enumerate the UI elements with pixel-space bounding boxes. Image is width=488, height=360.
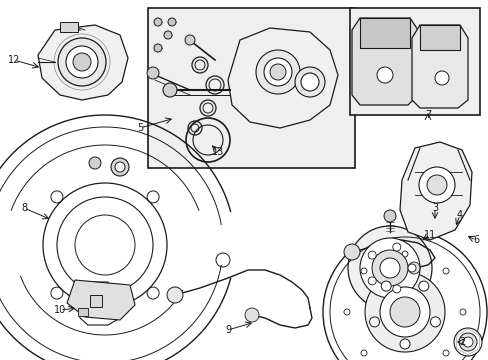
Circle shape (256, 50, 299, 94)
Circle shape (163, 31, 172, 39)
Circle shape (167, 287, 183, 303)
Circle shape (364, 272, 444, 352)
Circle shape (343, 309, 349, 315)
Circle shape (301, 73, 318, 91)
Text: 13: 13 (211, 147, 224, 157)
Text: 2: 2 (458, 337, 464, 347)
Bar (359, 18, 409, 48)
Circle shape (360, 350, 366, 356)
Circle shape (379, 258, 399, 278)
Text: 5: 5 (137, 123, 143, 133)
Circle shape (462, 337, 472, 347)
Circle shape (58, 38, 106, 86)
Circle shape (168, 18, 176, 26)
Circle shape (418, 281, 428, 291)
Circle shape (458, 333, 476, 351)
Text: 11: 11 (423, 230, 435, 240)
Circle shape (399, 339, 409, 349)
Circle shape (163, 83, 177, 97)
Circle shape (418, 167, 454, 203)
Circle shape (379, 287, 429, 337)
Circle shape (383, 210, 395, 222)
Polygon shape (411, 25, 467, 108)
Circle shape (244, 308, 259, 322)
Circle shape (429, 317, 440, 327)
Circle shape (371, 250, 407, 286)
Text: 4: 4 (456, 210, 462, 220)
Text: 12: 12 (8, 55, 20, 65)
Text: 7: 7 (424, 110, 430, 120)
Circle shape (392, 285, 400, 293)
Polygon shape (38, 25, 128, 100)
Text: 3: 3 (431, 203, 437, 213)
Text: 10: 10 (54, 305, 66, 315)
Circle shape (389, 297, 419, 327)
Text: 8: 8 (21, 203, 27, 213)
Circle shape (360, 268, 366, 274)
Circle shape (154, 44, 162, 52)
Circle shape (392, 243, 400, 251)
Polygon shape (78, 282, 120, 325)
Circle shape (323, 230, 486, 360)
Circle shape (367, 251, 375, 259)
Polygon shape (227, 28, 337, 128)
Circle shape (115, 162, 125, 172)
Bar (419, 25, 459, 50)
Circle shape (73, 53, 91, 71)
Circle shape (269, 64, 285, 80)
Circle shape (453, 328, 481, 356)
Bar (349, 8, 479, 115)
Text: 6: 6 (472, 235, 478, 245)
Text: 9: 9 (224, 325, 231, 335)
Circle shape (294, 67, 325, 97)
Circle shape (184, 35, 195, 45)
Circle shape (459, 309, 465, 315)
Polygon shape (67, 280, 135, 320)
Circle shape (442, 350, 448, 356)
Polygon shape (399, 142, 471, 240)
Circle shape (369, 317, 379, 327)
Circle shape (66, 46, 98, 78)
Circle shape (426, 175, 446, 195)
Circle shape (367, 277, 375, 285)
Circle shape (407, 264, 415, 272)
Circle shape (376, 67, 392, 83)
Polygon shape (351, 18, 417, 105)
Circle shape (434, 71, 448, 85)
Bar (90, 295, 102, 307)
Circle shape (154, 18, 162, 26)
Circle shape (264, 58, 291, 86)
Bar (60, 22, 78, 32)
Circle shape (407, 262, 419, 274)
Circle shape (147, 67, 159, 79)
Circle shape (347, 226, 431, 310)
Circle shape (111, 158, 129, 176)
Circle shape (359, 238, 419, 298)
Circle shape (381, 281, 390, 291)
Bar (148, 8, 354, 168)
Circle shape (401, 251, 407, 257)
Circle shape (442, 268, 448, 274)
Circle shape (89, 157, 101, 169)
Circle shape (343, 244, 359, 260)
Bar (78, 308, 88, 316)
